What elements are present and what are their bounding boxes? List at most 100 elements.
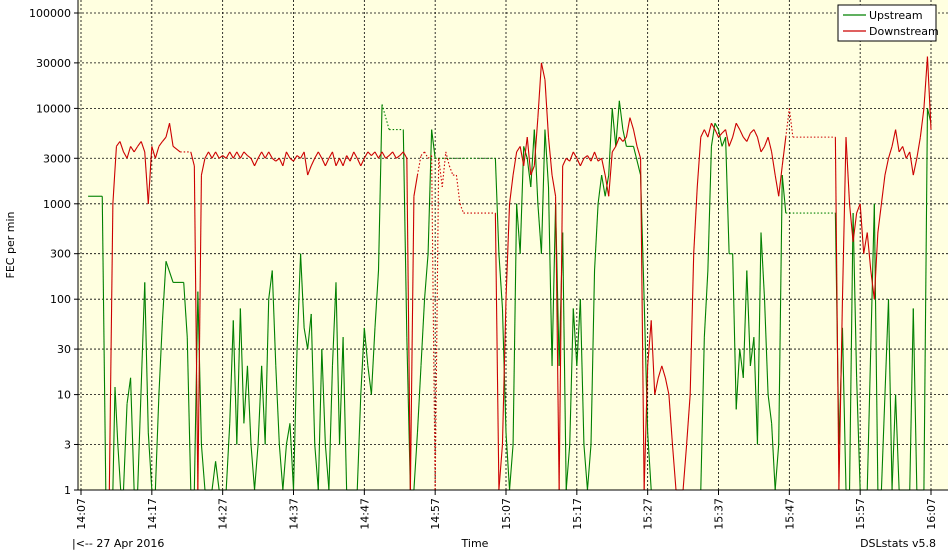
upstream-segment	[360, 327, 365, 395]
downstream-segment	[434, 158, 440, 491]
upstream-segment	[622, 129, 627, 147]
downstream-segment	[880, 175, 886, 204]
x-tick-label: 15:37	[713, 498, 726, 530]
downstream-segment	[346, 155, 351, 162]
downstream-segment	[884, 158, 890, 176]
upstream-segment	[508, 444, 514, 491]
downstream-segment	[331, 151, 337, 166]
downstream-segment	[508, 175, 514, 204]
upstream-segment	[183, 282, 188, 338]
upstream-segment	[114, 387, 119, 445]
upstream-segment	[707, 146, 712, 271]
downstream-segment	[519, 146, 525, 166]
downstream-segment	[905, 151, 911, 159]
downstream-segment	[108, 203, 114, 491]
downstream-segment	[693, 186, 698, 254]
downstream-segment	[909, 151, 914, 176]
downstream-segment	[356, 158, 362, 167]
downstream-segment	[268, 151, 273, 159]
downstream-segment	[501, 299, 507, 445]
downstream-segment	[445, 151, 450, 166]
downstream-segment	[710, 122, 716, 130]
downstream-segment	[870, 270, 875, 300]
downstream-segment	[257, 151, 263, 159]
upstream-segment	[300, 253, 305, 328]
upstream-segment	[749, 337, 755, 366]
downstream-segment	[162, 136, 167, 142]
downstream-segment	[342, 155, 348, 167]
downstream-segment	[498, 444, 504, 491]
upstream-segment	[739, 349, 744, 378]
upstream-segment	[735, 349, 741, 410]
downstream-segment	[317, 151, 323, 159]
x-tick-label: 15:47	[783, 498, 796, 530]
upstream-segment	[335, 282, 341, 445]
downstream-segment	[200, 158, 206, 176]
upstream-segment	[193, 291, 199, 491]
upstream-segment	[246, 365, 252, 445]
downstream-segment	[494, 213, 500, 491]
downstream-segment	[863, 232, 868, 254]
downstream-segment	[406, 158, 411, 491]
legend-label-upstream: Upstream	[869, 9, 923, 22]
downstream-segment	[197, 175, 202, 491]
downstream-segment	[778, 165, 783, 197]
upstream-segment	[101, 196, 107, 491]
upstream-segment	[147, 432, 153, 491]
upstream-segment	[710, 123, 716, 147]
downstream-segment	[424, 151, 429, 159]
downstream-segment	[643, 365, 649, 491]
downstream-segment	[193, 165, 199, 491]
upstream-segment	[211, 461, 217, 491]
downstream-segment	[916, 137, 921, 159]
upstream-segment	[282, 444, 287, 491]
downstream-segment	[523, 137, 528, 166]
downstream-segment	[877, 203, 882, 233]
downstream-segment	[700, 129, 705, 138]
downstream-segment	[767, 136, 773, 153]
downstream-segment	[558, 165, 564, 491]
upstream-segment	[381, 104, 390, 130]
downstream-segment	[300, 151, 305, 159]
upstream-segment	[742, 270, 748, 378]
upstream-segment	[367, 365, 372, 395]
downstream-segment	[579, 158, 585, 167]
upstream-segment	[494, 158, 500, 254]
upstream-segment	[130, 377, 135, 491]
downstream-segment	[629, 117, 635, 130]
downstream-segment	[562, 158, 567, 167]
y-tick-label: 300	[50, 248, 71, 261]
downstream-segment	[547, 137, 553, 176]
downstream-segment	[271, 157, 277, 162]
downstream-segment	[208, 151, 213, 159]
upstream-segment	[880, 299, 890, 491]
x-tick-label: 14:37	[288, 498, 301, 530]
downstream-segment	[505, 203, 511, 300]
upstream-segment	[200, 444, 206, 491]
upstream-segment	[516, 203, 521, 254]
downstream-segment	[735, 122, 741, 130]
downstream-segment	[229, 151, 234, 159]
downstream-segment	[137, 141, 142, 147]
upstream-segment	[275, 365, 280, 445]
upstream-segment	[264, 299, 270, 445]
upstream-segment	[700, 337, 705, 491]
downstream-segment	[707, 123, 712, 138]
upstream-segment	[112, 387, 116, 491]
downstream-segment	[409, 196, 415, 491]
downstream-segment	[625, 117, 631, 138]
downstream-segment	[753, 129, 758, 138]
upstream-segment	[402, 129, 408, 338]
upstream-segment	[285, 423, 291, 445]
downstream-segment	[158, 141, 163, 147]
upstream-segment	[292, 349, 298, 491]
downstream-segment	[289, 157, 294, 162]
downstream-segment	[321, 158, 326, 167]
downstream-segment	[123, 151, 128, 159]
y-tick-label: 10000	[36, 102, 71, 115]
downstream-segment	[661, 365, 666, 378]
downstream-segment	[448, 165, 454, 176]
upstream-segment	[781, 175, 787, 214]
upstream-segment	[154, 394, 160, 491]
downstream-segment	[261, 151, 266, 159]
